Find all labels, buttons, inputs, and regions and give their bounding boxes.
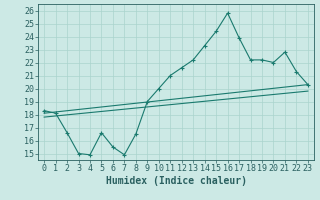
X-axis label: Humidex (Indice chaleur): Humidex (Indice chaleur) — [106, 176, 246, 186]
